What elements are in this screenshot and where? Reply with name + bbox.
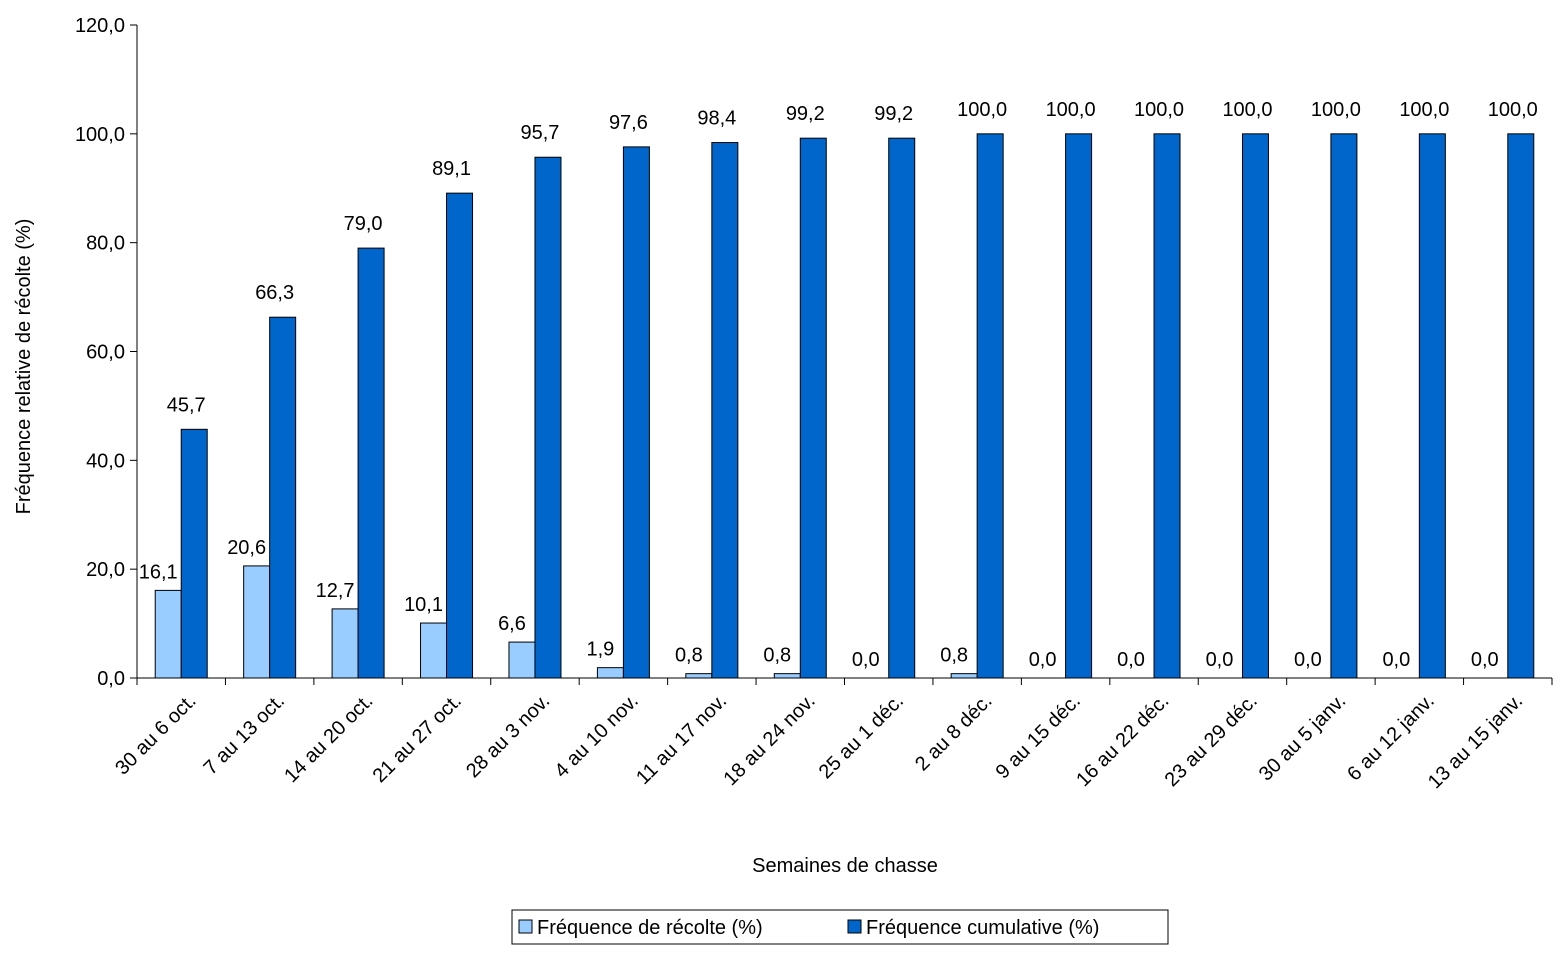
x-tick-label: 16 au 22 déc. — [1072, 690, 1173, 791]
x-tick-label: 4 au 10 nov. — [550, 690, 642, 782]
bar-frequence-cumulative — [1065, 133, 1093, 679]
data-label-frequence-cumulative: 95,7 — [521, 122, 560, 144]
bar-frequence-recolte — [420, 622, 448, 679]
y-tick-label: 0,0 — [97, 668, 125, 690]
bar-frequence-cumulative — [534, 156, 562, 679]
legend-frame — [511, 909, 1169, 945]
data-label-frequence-cumulative: 100,0 — [1311, 99, 1361, 121]
bar-frequence-recolte — [950, 673, 978, 679]
legend: Fréquence de récolte (%) Fréquence cumula… — [511, 909, 1169, 945]
x-tick-label: 21 au 27 oct. — [369, 690, 466, 787]
data-label-frequence-cumulative: 45,7 — [167, 394, 206, 416]
bar-frequence-recolte — [508, 641, 536, 679]
data-label-frequence-cumulative: 100,0 — [1399, 99, 1449, 121]
x-tick-label: 14 au 20 oct. — [280, 690, 377, 787]
data-label-frequence-recolte: 0,0 — [1206, 649, 1234, 671]
bar-frequence-cumulative — [1418, 133, 1446, 679]
data-label-frequence-recolte: 0,0 — [1029, 649, 1057, 671]
y-tick-label: 120,0 — [75, 15, 125, 37]
x-tick-label: 18 au 24 nov. — [719, 690, 819, 790]
legend-label-frequence-cumulative: Fréquence cumulative (%) — [866, 917, 1099, 939]
data-label-frequence-recolte: 20,6 — [227, 537, 266, 559]
x-tick-label: 28 au 3 nov. — [462, 690, 554, 782]
data-label-frequence-cumulative: 100,0 — [1134, 99, 1184, 121]
legend-label-frequence-recolte: Fréquence de récolte (%) — [537, 917, 763, 939]
bar-frequence-cumulative — [1241, 133, 1269, 679]
data-label-frequence-cumulative: 89,1 — [432, 158, 471, 180]
data-label-frequence-recolte: 16,1 — [139, 561, 178, 583]
bar-frequence-cumulative — [711, 142, 739, 679]
bar-frequence-cumulative — [799, 137, 827, 679]
x-tick-label: 9 au 15 déc. — [992, 690, 1085, 783]
data-label-frequence-recolte: 0,0 — [852, 649, 880, 671]
data-label-frequence-recolte: 0,0 — [1117, 649, 1145, 671]
data-label-frequence-cumulative: 100,0 — [957, 99, 1007, 121]
data-label-frequence-recolte: 10,1 — [404, 594, 443, 616]
y-tick-label: 100,0 — [75, 124, 125, 146]
x-tick-label: 25 au 1 déc. — [815, 690, 908, 783]
data-label-frequence-recolte: 0,8 — [675, 645, 703, 667]
data-label-frequence-cumulative: 66,3 — [255, 282, 294, 304]
bar-frequence-cumulative — [1330, 133, 1358, 679]
x-tick-label: 13 au 15 janv. — [1424, 690, 1527, 793]
bar-frequence-recolte — [596, 667, 624, 679]
data-label-frequence-cumulative: 100,0 — [1222, 99, 1272, 121]
y-axis-title: Fréquence relative de récolte (%) — [13, 219, 35, 515]
bar-frequence-cumulative — [888, 137, 916, 679]
data-label-frequence-recolte: 0,0 — [1471, 649, 1499, 671]
legend-swatch-frequence-recolte — [518, 919, 533, 934]
bar-frequence-recolte — [243, 565, 271, 679]
data-label-frequence-recolte: 0,0 — [1382, 649, 1410, 671]
data-label-frequence-cumulative: 98,4 — [697, 108, 736, 130]
data-label-frequence-cumulative: 99,2 — [874, 103, 913, 125]
x-tick-label: 11 au 17 nov. — [632, 690, 731, 789]
bar-frequence-recolte — [154, 589, 182, 679]
bars — [154, 133, 1535, 679]
bar-frequence-cumulative — [446, 192, 474, 679]
data-label-frequence-recolte: 12,7 — [316, 580, 355, 602]
y-tick-label: 60,0 — [86, 342, 125, 364]
bar-frequence-cumulative — [976, 133, 1004, 679]
bar-frequence-cumulative — [1507, 133, 1535, 679]
data-label-frequence-recolte: 0,8 — [763, 645, 791, 667]
x-tick-label: 23 au 29 déc. — [1161, 690, 1262, 791]
x-tick-label: 2 au 8 déc. — [911, 690, 997, 776]
y-tick-label: 80,0 — [86, 233, 125, 255]
data-label-frequence-cumulative: 99,2 — [786, 103, 825, 125]
y-tick-label: 40,0 — [86, 450, 125, 472]
data-label-frequence-recolte: 0,8 — [940, 645, 968, 667]
bar-frequence-recolte — [773, 673, 801, 679]
x-tick-label: 6 au 12 janv. — [1343, 690, 1438, 785]
data-label-frequence-recolte: 1,9 — [587, 639, 615, 661]
x-axis-ticks: 30 au 6 oct.7 au 13 oct.14 au 20 oct.21 … — [111, 678, 1553, 793]
bar-frequence-cumulative — [357, 247, 385, 679]
data-label-frequence-cumulative: 100,0 — [1046, 99, 1096, 121]
bar-frequence-recolte — [685, 673, 713, 679]
bar-frequence-recolte — [331, 608, 359, 679]
data-label-frequence-recolte: 0,0 — [1294, 649, 1322, 671]
data-label-frequence-recolte: 6,6 — [498, 613, 526, 635]
x-axis-title: Semaines de chasse — [752, 855, 938, 877]
bar-frequence-cumulative — [180, 428, 208, 679]
y-tick-label: 20,0 — [86, 559, 125, 581]
data-label-frequence-cumulative: 79,0 — [344, 213, 383, 235]
x-tick-label: 7 au 13 oct. — [200, 690, 289, 779]
x-tick-label: 30 au 5 janv. — [1255, 690, 1350, 785]
data-label-frequence-cumulative: 97,6 — [609, 112, 648, 134]
bar-frequence-cumulative — [269, 316, 297, 679]
y-axis-ticks: 0,0 20,0 40,0 60,0 80,0 100,0 120,0 — [75, 15, 137, 690]
bar-frequence-cumulative — [622, 146, 650, 679]
data-labels: 16,1 45,7 20,6 66,3 12,7 79,0 10,1 89,1 6,6 95,7 1… — [139, 99, 1538, 671]
data-label-frequence-cumulative: 100,0 — [1488, 99, 1538, 121]
x-tick-label: 30 au 6 oct. — [111, 690, 200, 779]
bar-frequence-cumulative — [1153, 133, 1181, 679]
legend-swatch-frequence-cumulative — [847, 919, 862, 934]
